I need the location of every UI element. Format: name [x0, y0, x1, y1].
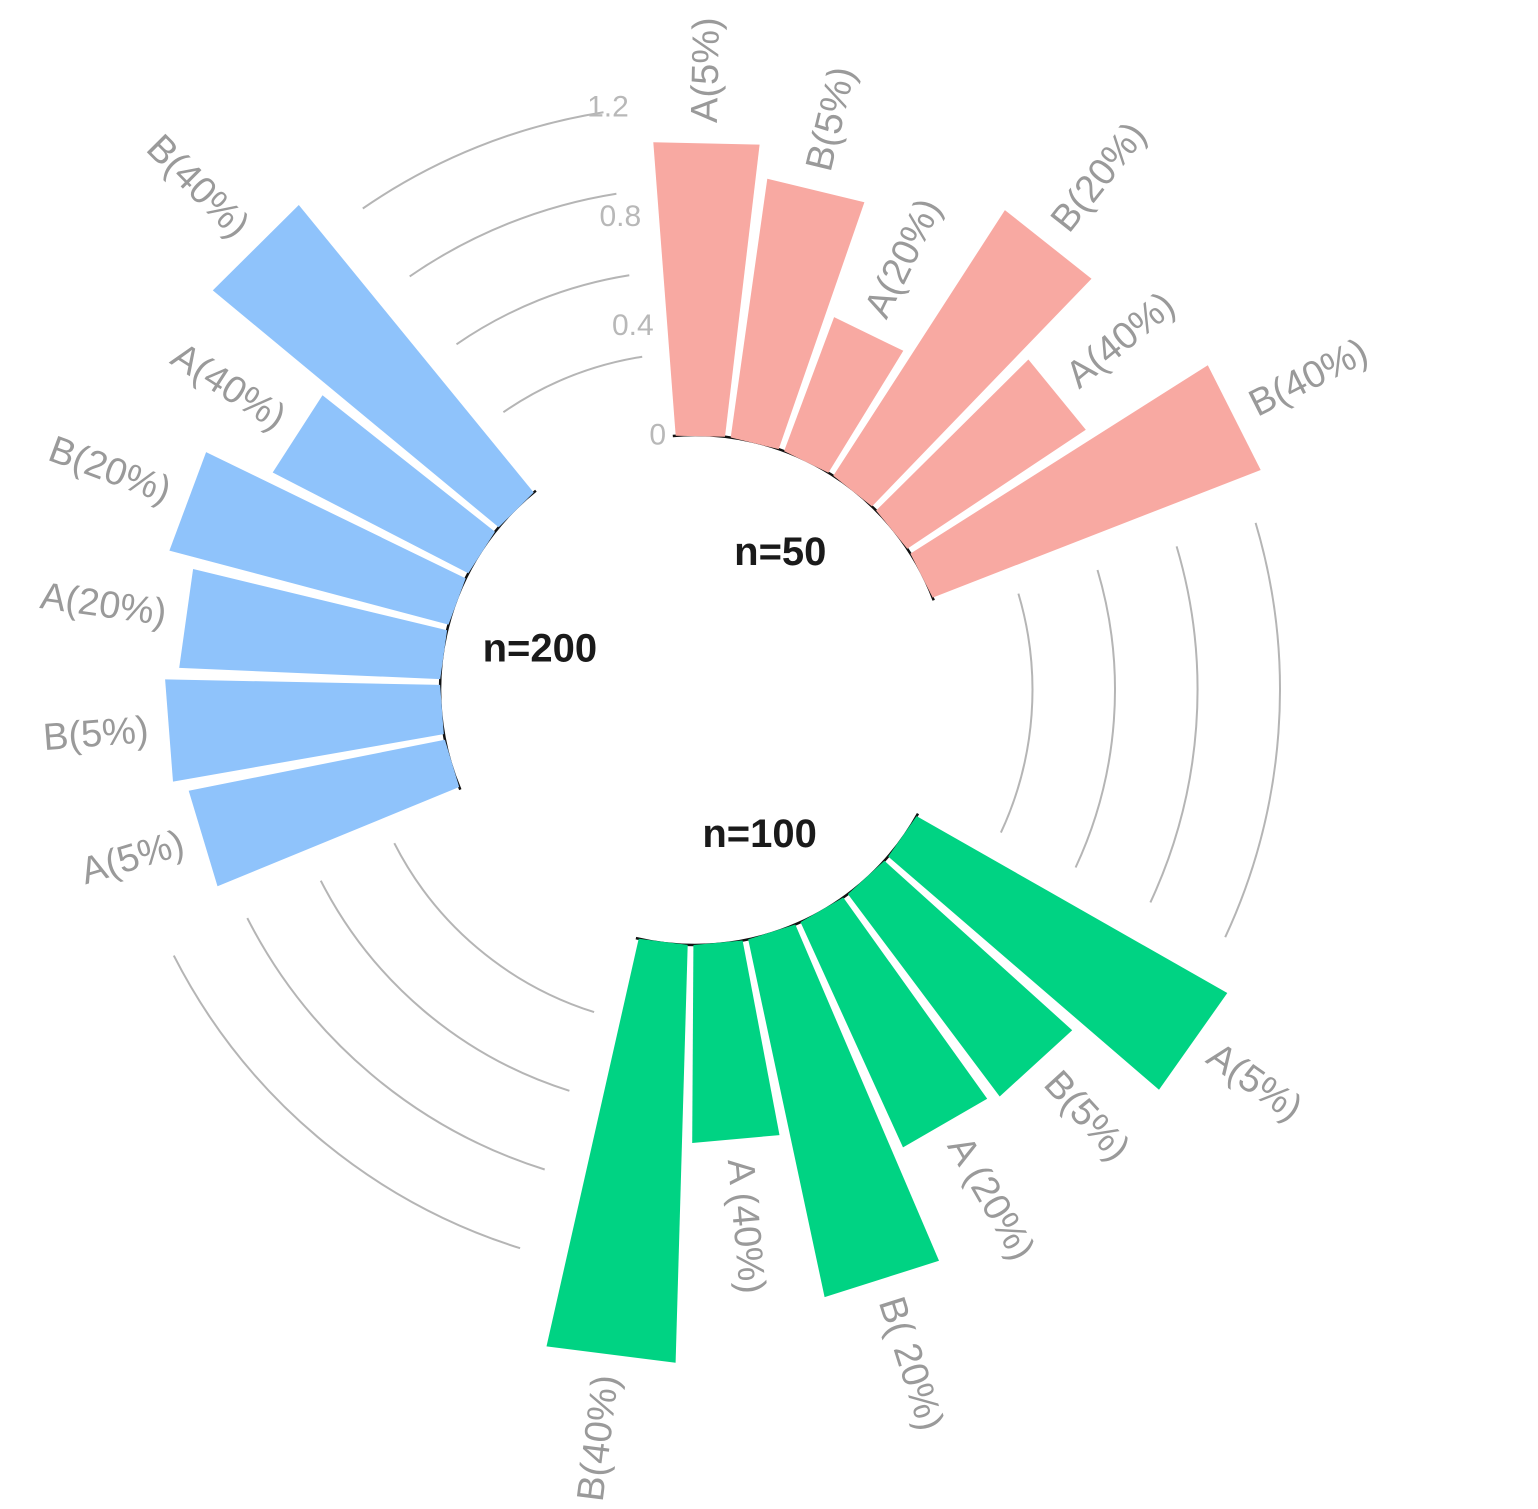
bar-label: A(5%): [76, 822, 189, 893]
bar-label: B(20%): [1043, 115, 1155, 240]
group-label: n=100: [702, 812, 817, 856]
grid-arc: [246, 917, 545, 1171]
grid-arc: [409, 192, 617, 278]
bar-label: B(20%): [43, 429, 176, 513]
grid-arc: [1074, 569, 1116, 868]
bar: [730, 178, 865, 450]
bar: [910, 365, 1261, 598]
bar-label: A (40%): [719, 1157, 773, 1295]
grid-arc: [172, 955, 521, 1250]
tick-label: 0.4: [612, 309, 654, 342]
grid-arc: [1149, 546, 1199, 903]
bar: [800, 897, 988, 1148]
bar-label: B(40%): [1243, 331, 1375, 426]
bar: [179, 569, 448, 680]
bar-label: A (20%): [939, 1129, 1043, 1267]
grid-arc: [393, 842, 595, 1014]
bar: [212, 205, 534, 528]
tick-label: 0.8: [599, 200, 641, 233]
bar-label: B(40%): [570, 1373, 628, 1504]
tick-label: 0: [649, 419, 666, 452]
bar-layer: [165, 142, 1261, 1363]
bar: [888, 816, 1228, 1090]
bar-label: B(5%): [1036, 1063, 1138, 1169]
grid-arc: [362, 111, 604, 210]
bar-label: A(40%): [164, 335, 293, 439]
bar: [188, 739, 460, 887]
grid-layer: [172, 111, 1281, 1250]
tick-label: 1.2: [587, 91, 629, 124]
group-label-layer: n=50 n=100 n=200: [483, 530, 827, 856]
group-label: n=50: [734, 530, 826, 574]
bar-label: A(20%): [38, 575, 169, 634]
grid-arc: [502, 355, 643, 414]
bar-label: A(5%): [1199, 1035, 1309, 1130]
bar-label: A(20%): [857, 192, 950, 324]
bar: [692, 940, 780, 1143]
grid-arc: [1224, 522, 1281, 938]
bar: [847, 860, 1073, 1097]
tick-layer: 0 0.4 0.8 1.2: [587, 91, 666, 452]
bar-label: B(5%): [798, 63, 864, 175]
grid-arc: [999, 593, 1034, 834]
bar-label: A(40%): [1058, 284, 1183, 397]
bar: [653, 142, 760, 437]
bar: [784, 317, 904, 473]
bar: [165, 679, 444, 782]
group-label: n=200: [483, 626, 598, 670]
bar: [833, 210, 1092, 507]
bar: [272, 395, 495, 574]
grid-arc: [455, 274, 630, 346]
bar: [876, 359, 1086, 549]
bar: [169, 452, 466, 625]
grid-arc: [319, 880, 570, 1092]
bar-label: B(40%): [138, 127, 257, 247]
bar-label: A(5%): [684, 17, 728, 123]
bar: [546, 938, 688, 1363]
bar: [748, 924, 939, 1298]
bar-label: B(5%): [42, 709, 150, 759]
bar-label: B( 20%): [870, 1292, 952, 1436]
